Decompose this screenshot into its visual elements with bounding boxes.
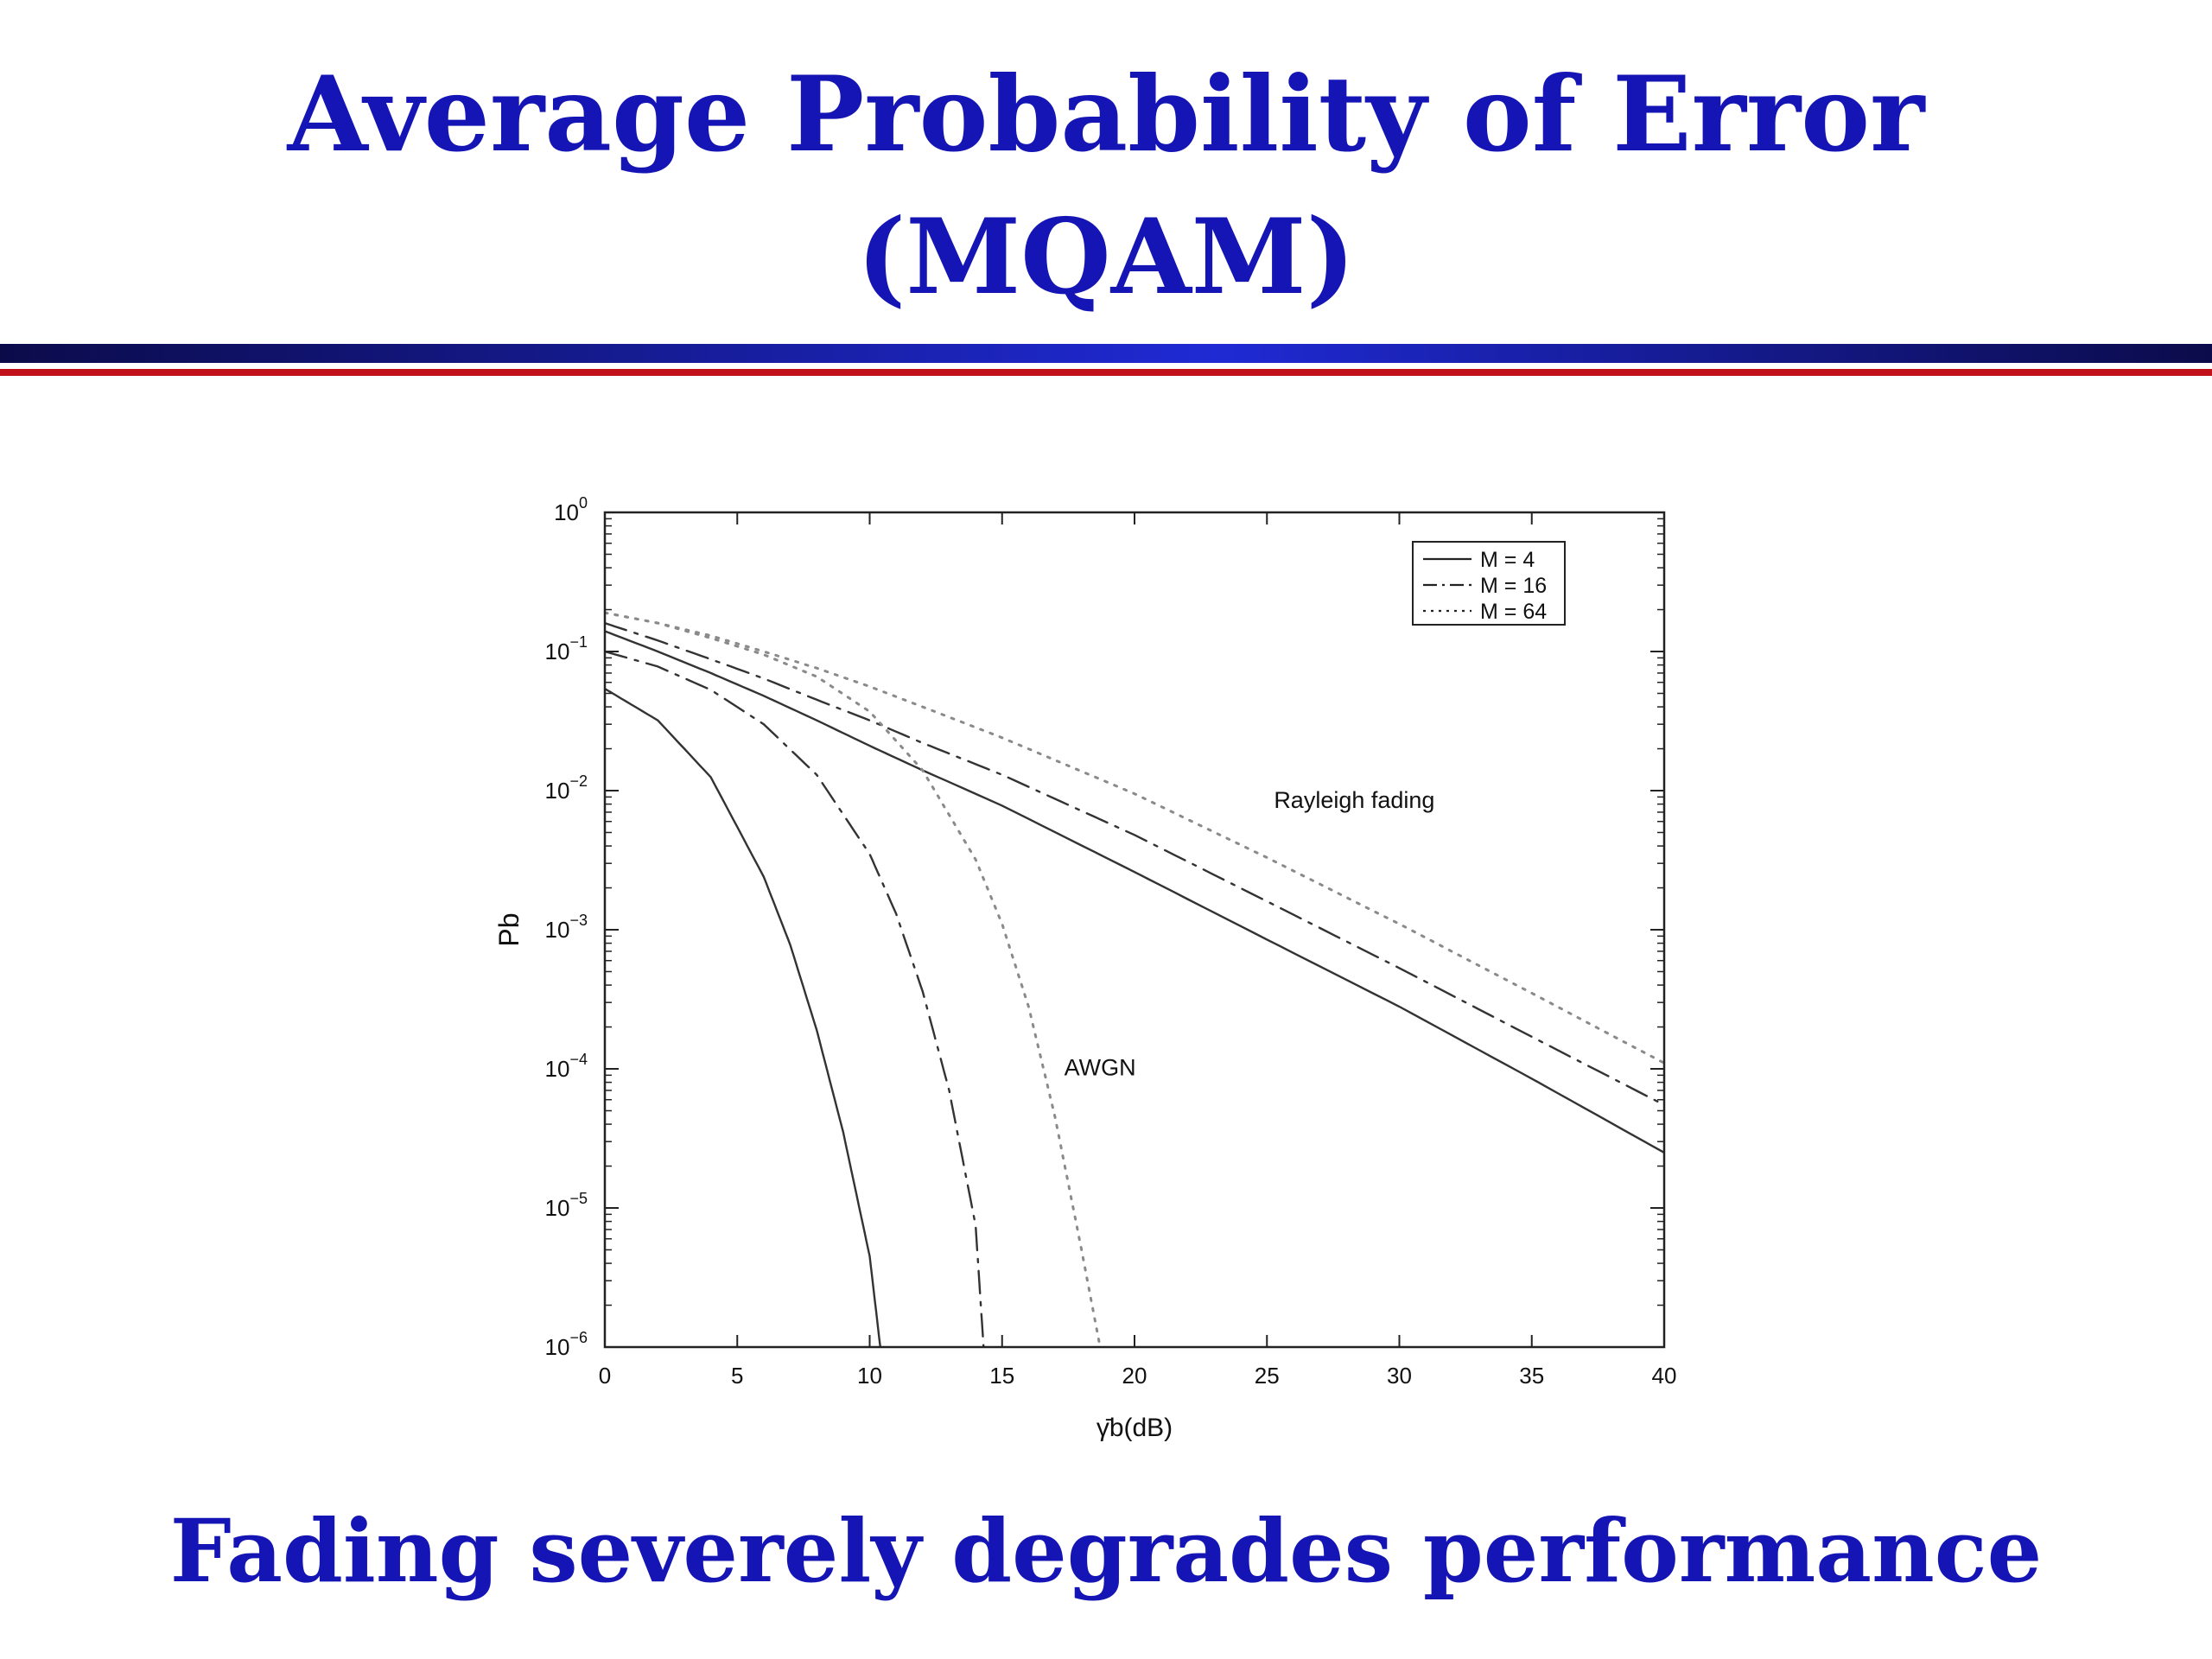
- legend: M = 4M = 16M = 64: [1412, 541, 1566, 626]
- slide-title: Average Probability of Error (MQAM): [0, 43, 2212, 328]
- labels-layer: 0 5 10 15 20 25 30 35 40 100 10−1 10−2 10−3 10−4 10−5 1…: [493, 494, 1676, 1442]
- series-line-rayleigh-fading-m16: [605, 621, 1664, 1106]
- legend-box: [1412, 541, 1566, 626]
- slide-title-line2: (MQAM): [856, 196, 1356, 318]
- x-axis-label: γ̄b(dB): [1096, 1414, 1173, 1442]
- x-tick-label: 35: [1519, 1363, 1544, 1389]
- title-rule-blue: [0, 344, 2212, 363]
- annotation-awgn: AWGN: [1065, 1054, 1136, 1080]
- x-tick-label: 10: [857, 1363, 882, 1389]
- plot-frame: [603, 511, 1666, 1349]
- y-tick-label: 10−1: [545, 633, 588, 664]
- y-tick-label: 10−4: [545, 1051, 588, 1082]
- series-line-rayleigh-fading-m64: [605, 611, 1664, 1065]
- y-axis-label: Pb: [493, 912, 524, 946]
- y-tick-label: 10−3: [545, 912, 588, 943]
- x-tick-label: 0: [599, 1363, 611, 1389]
- series-layer: [605, 611, 1664, 1347]
- slide-caption: Fading severely degrades performance: [169, 1500, 2043, 1602]
- series-line-awgn-m4: [605, 687, 881, 1347]
- title-rule-red: [0, 369, 2212, 376]
- title-rule-gap: [0, 363, 2212, 369]
- y-tick-label: 10−2: [545, 772, 588, 804]
- y-tick-label: 100: [554, 494, 588, 525]
- series-line-awgn-m16: [605, 650, 985, 1347]
- series-line-awgn-m64: [605, 611, 1102, 1347]
- x-tick-label: 40: [1652, 1363, 1677, 1389]
- x-tick-label: 25: [1255, 1363, 1280, 1389]
- legend-label: M = 16: [1480, 574, 1547, 598]
- x-tick-label: 20: [1122, 1363, 1147, 1389]
- legend-label: M = 64: [1480, 600, 1547, 624]
- y-tick-label: 10−6: [545, 1329, 588, 1360]
- y-tick-label: 10−5: [545, 1190, 588, 1221]
- x-tick-label: 5: [731, 1363, 743, 1389]
- legend-label: M = 4: [1480, 548, 1535, 572]
- x-tick-label: 30: [1387, 1363, 1412, 1389]
- ticks-layer: [604, 512, 1665, 1348]
- annotation-rayleigh-fading: Rayleigh fading: [1274, 787, 1434, 813]
- x-tick-label: 15: [989, 1363, 1014, 1389]
- slide-title-line1: Average Probability of Error: [287, 54, 1925, 175]
